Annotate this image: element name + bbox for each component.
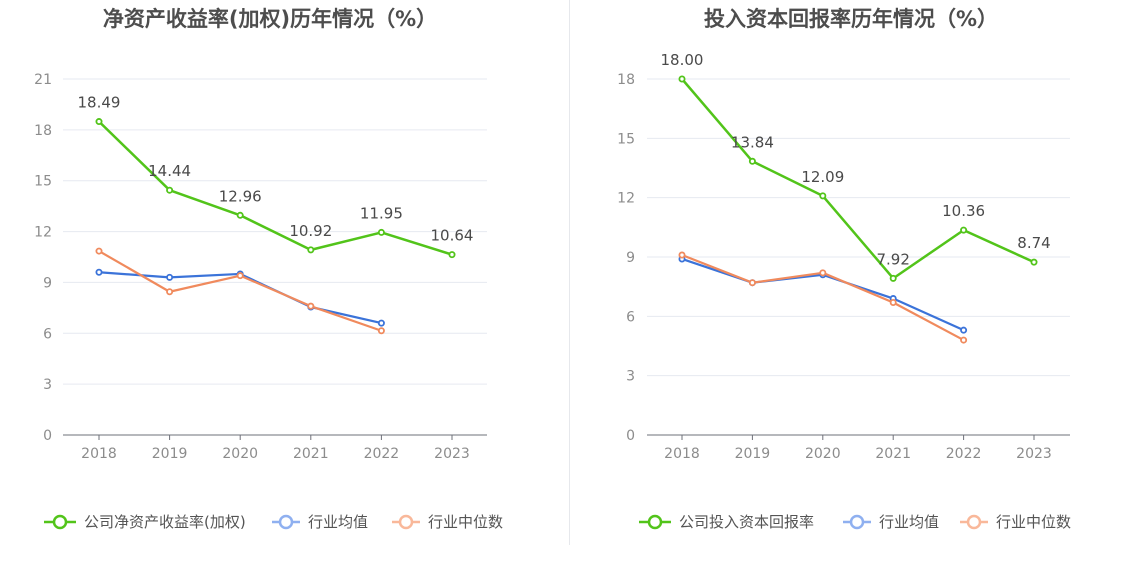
data-label: 10.64 — [431, 227, 474, 245]
data-point — [678, 75, 686, 83]
y-tick-label: 9 — [43, 275, 52, 291]
data-point — [748, 157, 756, 165]
data-label: 18.00 — [661, 51, 704, 69]
y-tick-label: 18 — [34, 123, 52, 139]
roe-chart: 净资产收益率(加权)历年情况（%） 0 3 6 9 12 15 18 21 2018 2019 202… — [34, 7, 503, 531]
x-tick-label: 2018 — [81, 446, 117, 462]
panel-divider — [569, 0, 570, 545]
data-point — [166, 273, 174, 281]
x-tick-label: 2020 — [222, 446, 258, 462]
y-tick-label: 6 — [43, 326, 52, 342]
series-line-0 — [98, 120, 453, 256]
data-label: 18.49 — [78, 94, 121, 112]
y-tick-label: 12 — [34, 225, 52, 241]
x-tick-label: 2020 — [805, 446, 841, 462]
legend-item-0[interactable]: 公司投入资本回报率 — [639, 513, 814, 531]
data-point — [377, 327, 385, 335]
data-point — [166, 288, 174, 296]
data-point — [448, 251, 456, 259]
y-tick-label: 3 — [43, 377, 52, 393]
series-line-2 — [98, 250, 382, 332]
data-point — [819, 192, 827, 200]
data-point — [678, 251, 686, 259]
x-tick-label: 2019 — [152, 446, 188, 462]
x-tick-label: 2021 — [293, 446, 329, 462]
roic-chart-panel: 投入资本回报率历年情况（%） 0 3 6 9 12 15 18 2018 2019 2020 2021… — [567, 0, 1134, 582]
y-tick-label: 3 — [626, 369, 635, 385]
legend-marker-icon — [398, 514, 414, 530]
data-point — [960, 336, 968, 344]
legend-label: 公司净资产收益率(加权) — [84, 513, 246, 531]
legend-item-0[interactable]: 公司净资产收益率(加权) — [44, 513, 246, 531]
roe-chart-panel: 净资产收益率(加权)历年情况（%） 0 3 6 9 12 15 18 21 2018 2019 202… — [0, 0, 567, 582]
data-label: 7.92 — [876, 250, 909, 268]
data-point — [377, 319, 385, 327]
data-point — [236, 211, 244, 219]
data-label: 13.84 — [731, 133, 774, 151]
x-tick-label: 2018 — [664, 446, 700, 462]
y-tick-label: 15 — [34, 174, 52, 190]
data-point — [1030, 258, 1038, 266]
legend-label: 行业中位数 — [428, 513, 503, 531]
data-label: 11.95 — [360, 204, 403, 222]
data-point — [960, 326, 968, 334]
data-label: 10.92 — [289, 222, 332, 240]
y-tick-label: 6 — [626, 309, 635, 325]
legend-marker-icon — [52, 514, 68, 530]
x-tick-label: 2022 — [946, 446, 982, 462]
x-tick-label: 2023 — [434, 446, 470, 462]
data-point — [307, 246, 315, 254]
legend-marker-icon — [278, 514, 294, 530]
series-line-2 — [681, 253, 965, 342]
y-tick-label: 18 — [617, 72, 635, 88]
data-point — [166, 186, 174, 194]
legend-label: 行业均值 — [879, 513, 939, 531]
data-point — [748, 279, 756, 287]
data-point — [889, 274, 897, 282]
x-tick-label: 2021 — [875, 446, 911, 462]
data-point — [95, 118, 103, 126]
data-point — [960, 226, 968, 234]
data-label: 12.09 — [801, 168, 844, 186]
data-point — [819, 269, 827, 277]
x-tick-label: 2023 — [1016, 446, 1052, 462]
data-point — [307, 302, 315, 310]
x-tick-label: 2019 — [735, 446, 771, 462]
data-point — [377, 228, 385, 236]
y-tick-label: 12 — [617, 191, 635, 207]
y-tick-label: 0 — [43, 428, 52, 444]
legend-marker-icon — [647, 514, 663, 530]
legend-item-1[interactable]: 行业均值 — [843, 513, 939, 531]
y-tick-label: 9 — [626, 250, 635, 266]
data-point — [95, 247, 103, 255]
legend-label: 行业中位数 — [996, 513, 1071, 531]
x-tick-label: 2022 — [364, 446, 400, 462]
legend-label: 行业均值 — [308, 513, 368, 531]
legend-marker-icon — [849, 514, 865, 530]
data-label: 10.36 — [942, 202, 985, 220]
legend-item-1[interactable]: 行业均值 — [272, 513, 368, 531]
y-tick-label: 15 — [617, 131, 635, 147]
y-tick-label: 0 — [626, 428, 635, 444]
legend-label: 公司投入资本回报率 — [679, 513, 814, 531]
data-label: 14.44 — [148, 162, 191, 180]
data-point — [95, 268, 103, 276]
chart-title: 投入资本回报率历年情况（%） — [704, 7, 998, 31]
series-line-0 — [681, 78, 1035, 280]
data-label: 8.74 — [1017, 234, 1050, 252]
legend-marker-icon — [966, 514, 982, 530]
roic-chart: 投入资本回报率历年情况（%） 0 3 6 9 12 15 18 2018 2019 2020 2021… — [617, 7, 1071, 531]
data-point — [889, 298, 897, 306]
y-tick-label: 21 — [34, 72, 52, 88]
data-point — [236, 272, 244, 280]
legend-item-2[interactable]: 行业中位数 — [960, 513, 1071, 531]
data-label: 12.96 — [219, 187, 262, 205]
legend-item-2[interactable]: 行业中位数 — [392, 513, 503, 531]
chart-title: 净资产收益率(加权)历年情况（%） — [103, 7, 437, 31]
